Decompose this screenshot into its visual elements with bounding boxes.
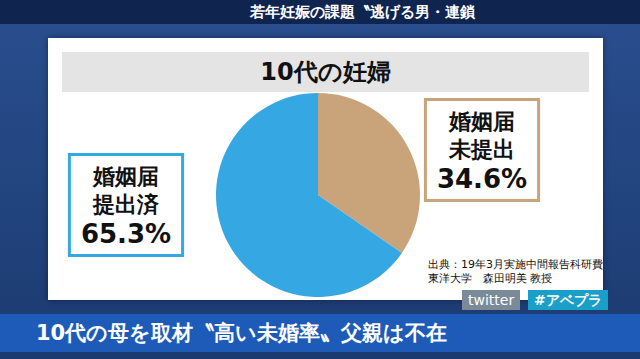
html-text:twitter: twitter <box>468 292 515 308</box>
svg-text:未提出: 未提出 <box>448 137 515 162</box>
svg-text:婚姻届: 婚姻届 <box>92 164 159 189</box>
html-text:出典：19年3月実施中間報告科研費 東洋大学 森田明美 教授: 出典：19年3月実施中間報告科研費 東洋大学 森田明美 教授 <box>428 258 603 285</box>
svg-text:65.3%: 65.3% <box>81 219 171 249</box>
svg-text:婚姻届: 婚姻届 <box>448 109 515 134</box>
svg-text:34.6%: 34.6% <box>437 164 527 194</box>
html-text:10代の妊婦: 10代の妊婦 <box>260 58 391 86</box>
html-text:若年妊娠の課題〝逃げる男・連鎖: 若年妊娠の課題〝逃げる男・連鎖 <box>250 3 475 21</box>
html-text:#アベプラ: #アベプラ <box>534 292 602 308</box>
svg-text:提出済: 提出済 <box>92 192 160 217</box>
html-text:10代の母を取材〝高い未婚率〟父親は不在: 10代の母を取材〝高い未婚率〟父親は不在 <box>36 321 448 345</box>
